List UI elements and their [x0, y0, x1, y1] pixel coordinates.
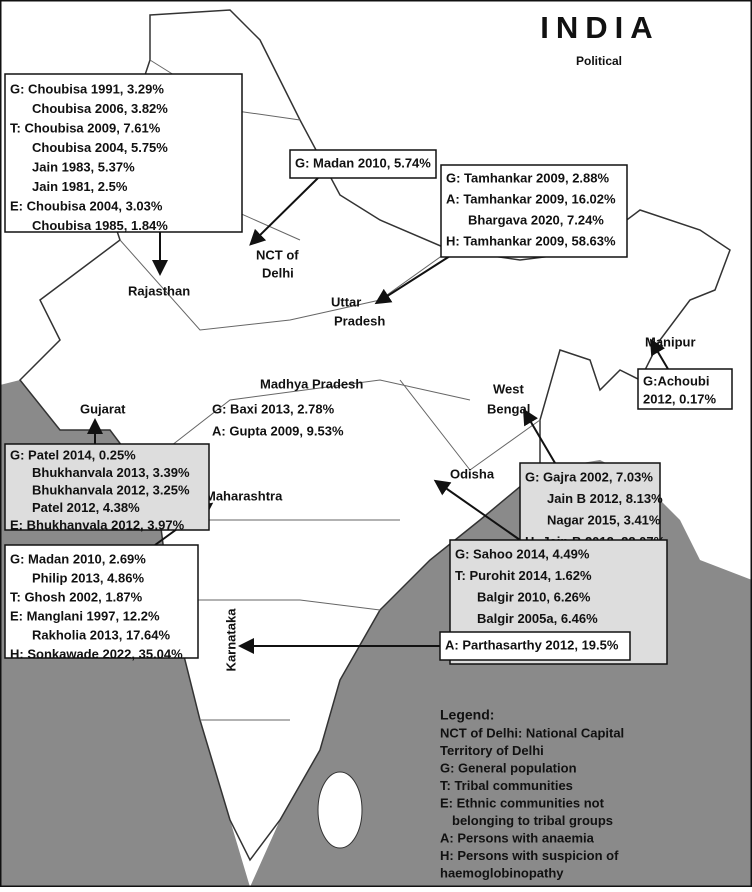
callout-line: Philip 2013, 4.86% [32, 570, 144, 585]
callout-line: G: Tamhankar 2009, 2.88% [446, 170, 610, 185]
callout-line: A: Parthasarthy 2012, 19.5% [445, 637, 619, 652]
legend-line: NCT of Delhi: National Capital [440, 725, 624, 740]
legend-line: E: Ethnic communities not [440, 795, 605, 810]
callout-line: G: Gajra 2002, 7.03% [525, 469, 653, 484]
map-title: INDIA [540, 10, 659, 45]
callout-line: H: Sonkawade 2022, 35.04% [10, 646, 183, 661]
callout-box [637, 368, 733, 410]
callout-line: E: Manglani 1997, 12.2% [10, 608, 160, 623]
region-label: Madhya Pradesh [260, 376, 363, 391]
sri-lanka [317, 771, 363, 849]
callout-line: 2012, 0.17% [643, 391, 716, 406]
callout-box [439, 631, 631, 661]
callout-line: G: Sahoo 2014, 4.49% [455, 546, 590, 561]
region-label: Delhi [262, 265, 294, 280]
region-label: Odisha [450, 466, 495, 481]
arrow [374, 255, 451, 305]
legend-line: Territory of Delhi [440, 743, 544, 758]
region-label: Pradesh [334, 313, 385, 328]
callout-box [4, 73, 243, 233]
legend-line: G: General population [440, 760, 577, 775]
region-label: Karnataka [223, 608, 238, 672]
callout-line: G: Patel 2014, 0.25% [10, 447, 136, 462]
region-label: Gujarat [80, 401, 126, 416]
callout-line: Jain B 2012, 8.13% [547, 491, 663, 506]
legend-line: haemoglobinopathy [440, 865, 564, 880]
callout-line: E: Bhukhanvala 2012, 3.97% [10, 517, 185, 532]
legend-line: H: Persons with suspicion of [440, 848, 619, 863]
callout-box [289, 149, 437, 179]
region-label: Maharashtra [205, 488, 283, 503]
callout-box [4, 443, 210, 531]
callout-line: T: Choubisa 2009, 7.61% [10, 120, 161, 135]
callout-line: Rakholia 2013, 17.64% [32, 627, 170, 642]
legend-line: T: Tribal communities [440, 778, 573, 793]
callout-line: Bhukhanvala 2013, 3.39% [32, 465, 190, 480]
callout-line: Bhargava 2020, 7.24% [468, 212, 604, 227]
region-label: Manipur [645, 334, 696, 349]
region-label: NCT of [256, 247, 299, 262]
callout-line: Choubisa 2006, 3.82% [32, 101, 168, 116]
callout-line: G: Madan 2010, 5.74% [295, 155, 431, 170]
arrow [649, 338, 669, 370]
callout-line: T: Purohit 2014, 1.62% [455, 568, 592, 583]
region-label: West [493, 381, 524, 396]
map-subtitle: Political [576, 54, 622, 68]
callout-box [440, 164, 628, 258]
callout-line: G: Madan 2010, 2.69% [10, 551, 146, 566]
callout-line: G:Achoubi [643, 373, 709, 388]
callout-line: G: Baxi 2013, 2.78% [212, 401, 335, 416]
callout-line: H: Tamhankar 2009, 58.63% [446, 233, 616, 248]
region-label: Uttar [331, 294, 361, 309]
callout-line: Balgir 2005a, 6.46% [477, 611, 598, 626]
arrow [522, 408, 556, 464]
callout-line: Choubisa 1985, 1.84% [32, 218, 168, 233]
legend-title: Legend: [440, 707, 494, 723]
callout-line: Nagar 2015, 3.41% [547, 512, 661, 527]
callout-line: E: Choubisa 2004, 3.03% [10, 198, 163, 213]
callout-line: Bhukhanvala 2012, 3.25% [32, 482, 190, 497]
callout-line: Jain 1983, 5.37% [32, 159, 135, 174]
callout-line: A: Tamhankar 2009, 16.02% [446, 191, 616, 206]
legend-line: A: Persons with anaemia [440, 830, 595, 845]
callout-line: Choubisa 2004, 5.75% [32, 140, 168, 155]
arrow [249, 177, 319, 246]
region-label: Bengal [487, 401, 530, 416]
callout-line: Balgir 2010, 6.26% [477, 589, 591, 604]
arrow [433, 479, 521, 541]
callout-line: Patel 2012, 4.38% [32, 500, 140, 515]
legend-line: belonging to tribal groups [452, 813, 613, 828]
callout-line: T: Ghosh 2002, 1.87% [10, 589, 143, 604]
callout-line: Jain 1981, 2.5% [32, 179, 128, 194]
callout-box [4, 544, 199, 659]
region-label: Rajasthan [128, 283, 190, 298]
callout-line: G: Choubisa 1991, 3.29% [10, 81, 164, 96]
callout-line: A: Gupta 2009, 9.53% [212, 423, 344, 438]
